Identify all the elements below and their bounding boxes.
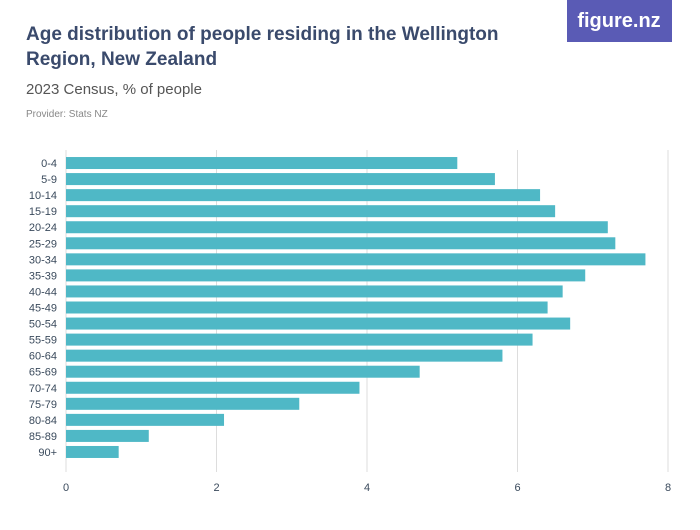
bar	[66, 429, 149, 442]
bar	[66, 445, 119, 458]
x-tick-label: 0	[63, 482, 69, 494]
bar	[66, 221, 608, 234]
y-tick-label: 85-89	[29, 431, 57, 443]
y-tick-label: 80-84	[29, 415, 57, 427]
y-tick-label: 10-14	[29, 190, 57, 202]
x-tick-label: 8	[665, 482, 671, 494]
y-tick-label: 45-49	[29, 303, 57, 315]
bar	[66, 205, 556, 218]
y-tick-label: 0-4	[41, 158, 57, 170]
y-tick-label: 60-64	[29, 351, 57, 363]
title-box: Age distribution of people residing in t…	[26, 24, 499, 70]
y-tick-label: 50-54	[29, 319, 57, 331]
logo: figure.nz	[577, 10, 660, 32]
y-tick-label: 40-44	[29, 286, 57, 298]
bar	[66, 397, 300, 410]
y-tick-label: 90+	[38, 447, 57, 459]
y-tick-label: 75-79	[29, 399, 57, 411]
bar	[66, 413, 225, 426]
bar	[66, 157, 458, 170]
y-tick-label: 5-9	[41, 174, 57, 186]
bar	[66, 301, 548, 314]
bar	[66, 349, 503, 362]
bar	[66, 237, 616, 250]
y-tick-label: 55-59	[29, 335, 57, 347]
bar	[66, 253, 646, 266]
y-tick-label: 25-29	[29, 238, 57, 250]
y-tick-label: 65-69	[29, 367, 57, 379]
x-tick-label: 2	[213, 482, 219, 494]
bar	[66, 189, 541, 202]
y-tick-label: 30-34	[29, 254, 57, 266]
bar	[66, 333, 533, 346]
x-tick-label: 4	[364, 482, 370, 494]
bar	[66, 365, 420, 378]
chart-subtitle: 2023 Census, % of people	[26, 81, 202, 98]
y-tick-label: 15-19	[29, 206, 57, 218]
bar	[66, 381, 360, 394]
y-tick-label: 70-74	[29, 383, 57, 395]
x-tick-label: 6	[514, 482, 520, 494]
provider: Provider: Stats NZ	[26, 109, 108, 120]
logo-box	[567, 0, 672, 42]
bar	[66, 173, 495, 186]
bar	[66, 269, 586, 282]
chart-title: Age distribution of people residing in t…	[26, 24, 499, 70]
bar	[66, 285, 563, 298]
bar	[66, 317, 571, 330]
y-tick-label: 20-24	[29, 222, 57, 234]
y-tick-label: 35-39	[29, 270, 57, 282]
